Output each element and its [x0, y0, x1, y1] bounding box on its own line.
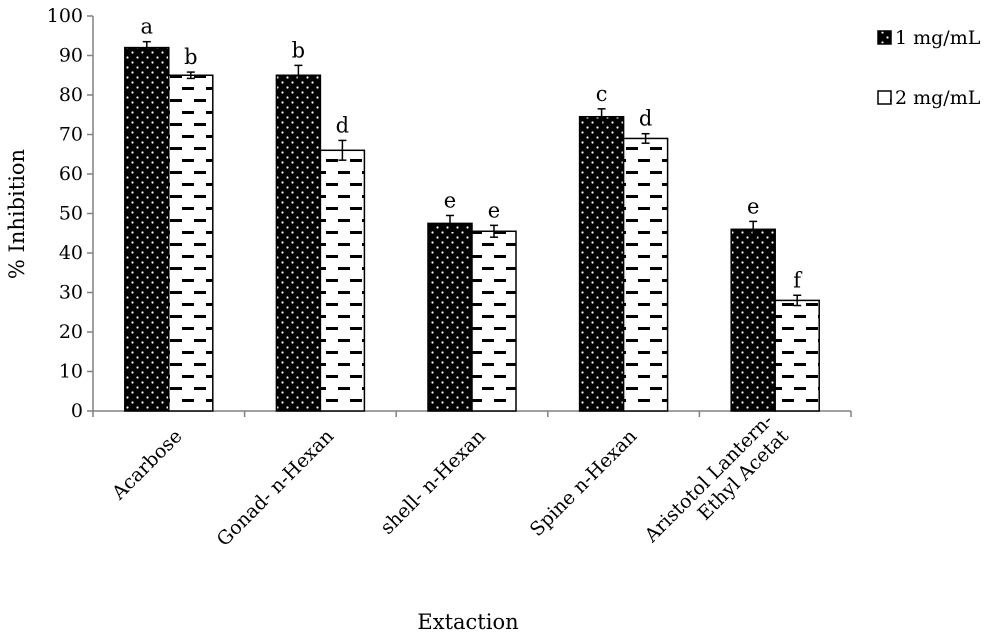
category-labels: Acarbose Gonad- n-Hexan shell- n-Hexan Spin… — [107, 410, 793, 551]
category-label: shell- n-Hexan — [376, 425, 490, 539]
bar-series1 — [124, 46, 170, 412]
significance-letter: b — [184, 45, 197, 69]
y-tick-label: 20 — [59, 321, 83, 343]
significance-letter: e — [488, 198, 500, 222]
bars: a b b d e e c d e f — [124, 15, 820, 412]
y-axis-title: % Inhibition — [5, 149, 29, 279]
y-tick-label: 50 — [59, 203, 83, 225]
axes: 0 10 20 30 40 50 60 70 80 90 100 — [47, 5, 852, 422]
legend-swatch-1 — [877, 30, 892, 45]
category-label-line: Aristotol Lantern- — [640, 410, 778, 548]
category-label-line: Gonad- n-Hexan — [213, 425, 339, 551]
bar-series2 — [622, 137, 669, 412]
bar-series1 — [578, 115, 625, 412]
y-tick-label: 10 — [59, 361, 83, 383]
y-tick-label: 0 — [71, 400, 83, 422]
x-axis-title: Extaction — [417, 610, 518, 634]
y-tick-label: 90 — [59, 45, 83, 67]
y-tick-label: 30 — [59, 282, 83, 304]
y-tick-label: 100 — [47, 5, 83, 27]
category-label: Aristotol Lantern-Ethyl Acetat — [640, 410, 793, 548]
legend: 1 mg/mL 2 mg/mL — [877, 27, 981, 109]
bar-series2 — [774, 299, 820, 412]
legend-item-2: 2 mg/mL — [877, 87, 981, 109]
legend-item-1: 1 mg/mL — [877, 27, 981, 49]
y-tick-label: 60 — [59, 163, 83, 185]
significance-letter: c — [596, 82, 608, 106]
bar-series1 — [730, 228, 776, 412]
significance-letter: b — [292, 38, 305, 62]
category-label: Acarbose — [107, 425, 186, 504]
significance-letter: d — [639, 107, 652, 131]
bar-series2 — [168, 74, 214, 412]
legend-label-2: 2 mg/mL — [895, 87, 981, 109]
legend-swatch-2 — [877, 90, 892, 105]
significance-letter: e — [444, 188, 456, 212]
bar-series1 — [275, 74, 322, 412]
y-tick-label: 40 — [59, 242, 83, 264]
category-label: Spine n-Hexan — [526, 425, 642, 541]
bar-series1 — [427, 222, 473, 412]
y-tick-label: 70 — [59, 124, 83, 146]
category-label-line: shell- n-Hexan — [376, 425, 490, 539]
category-label: Gonad- n-Hexan — [213, 425, 339, 551]
category-label-line: Spine n-Hexan — [526, 425, 642, 541]
bar-series2 — [319, 149, 366, 412]
significance-letter: f — [793, 268, 803, 292]
bar-series2 — [471, 230, 517, 412]
category-label-line: Acarbose — [107, 425, 186, 504]
significance-letter: e — [747, 194, 759, 218]
significance-letter: d — [336, 113, 349, 137]
significance-letter: a — [141, 15, 154, 39]
y-tick-label: 80 — [59, 84, 83, 106]
legend-label-1: 1 mg/mL — [895, 27, 981, 49]
